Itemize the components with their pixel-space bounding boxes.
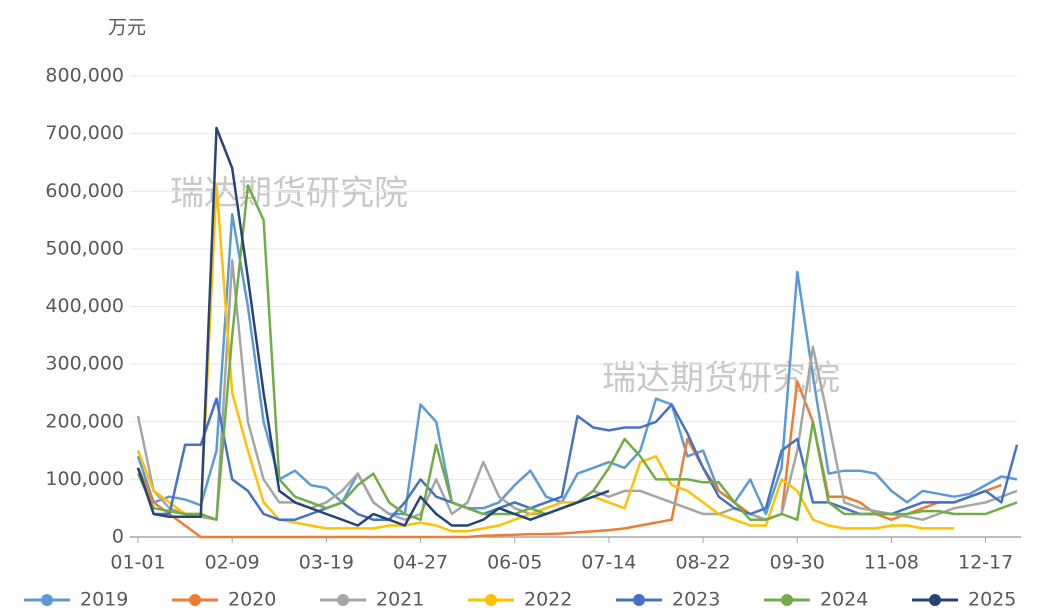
legend-label: 2025 [968,589,1016,611]
legend-label: 2023 [672,589,720,611]
x-tick-label: 07-14 [581,552,636,574]
series-line [136,380,1002,539]
series-line [136,126,610,527]
legend-marker [485,594,497,606]
y-tick-label: 400,000 [45,295,124,317]
series-line [136,213,1018,516]
x-tick-label: 12-17 [958,552,1013,574]
y-tick-label: 300,000 [45,353,124,375]
legend-marker [929,594,941,606]
y-tick-label: 600,000 [45,180,124,202]
legend-marker [781,594,793,606]
legend-marker [41,594,53,606]
series-line [136,184,955,533]
y-tick-label: 500,000 [45,237,124,259]
legend-label: 2021 [376,589,424,611]
legend-marker [633,594,645,606]
y-tick-label: 100,000 [45,468,124,490]
watermark: 瑞达期货研究院 [170,174,408,214]
legend-label: 2024 [820,589,868,611]
legend-label: 2022 [524,589,572,611]
x-tick-label: 09-30 [770,552,825,574]
legend-marker [189,594,201,606]
x-tick-label: 11-08 [864,552,919,574]
y-tick-label: 800,000 [45,65,124,87]
y-tick-label: 0 [112,526,124,548]
x-tick-label: 02-09 [205,552,260,574]
legend-label: 2020 [228,589,276,611]
series-line [136,184,1018,521]
x-tick-label: 08-22 [675,552,730,574]
legend-label: 2019 [80,589,128,611]
x-tick-label: 06-05 [487,552,542,574]
x-tick-label: 03-19 [299,552,354,574]
y-axis-unit: 万元 [108,17,146,39]
y-tick-label: 200,000 [45,410,124,432]
x-tick-label: 01-01 [110,552,165,574]
legend-marker [337,594,349,606]
x-tick-label: 04-27 [393,552,448,574]
series-line [136,259,1018,521]
y-tick-label: 700,000 [45,122,124,144]
